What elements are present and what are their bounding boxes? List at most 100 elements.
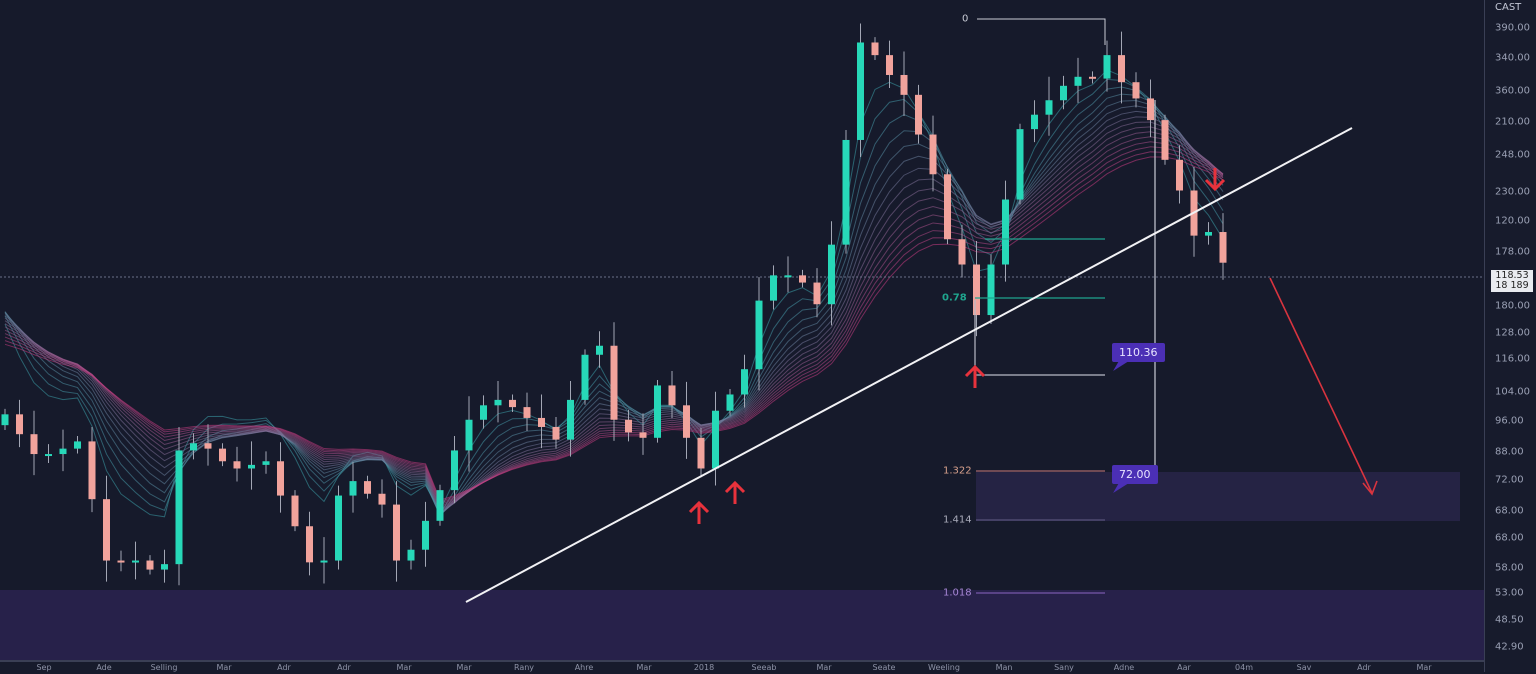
candle: [30, 410, 38, 476]
candle-body: [741, 369, 748, 395]
up-arrow-icon: [724, 480, 746, 504]
candle: [581, 349, 589, 405]
x-tick-label: Sany: [1054, 663, 1074, 672]
axis-unit: CAST: [1495, 2, 1522, 13]
candle: [465, 396, 473, 472]
x-tick-label: Weeling: [928, 663, 960, 672]
candle-body: [1219, 232, 1227, 263]
x-tick-label: Mar: [216, 663, 232, 672]
candle-body: [799, 275, 806, 283]
candle: [1161, 114, 1169, 165]
candle-body: [277, 461, 284, 496]
candle: [1176, 145, 1183, 204]
candle: [538, 394, 545, 449]
x-tick-label: Adne: [1113, 663, 1135, 672]
candle: [277, 442, 284, 513]
candle-body: [378, 493, 386, 505]
candle-body: [1147, 98, 1154, 121]
candle-body: [1089, 76, 1096, 79]
candle: [712, 391, 719, 486]
candle: [16, 399, 23, 448]
candle-body: [654, 385, 661, 438]
candle-body: [364, 481, 371, 494]
candle: [944, 168, 951, 245]
y-tick-label: 210.00: [1495, 116, 1530, 128]
current-price-label: 118.53 18 189: [1491, 270, 1533, 292]
candle: [262, 451, 270, 474]
candle: [697, 427, 705, 478]
x-tick-label: Sav: [1296, 663, 1312, 672]
candle-body: [842, 139, 850, 245]
candle-body: [857, 42, 864, 140]
candle-body: [422, 520, 429, 550]
candle: [828, 221, 835, 326]
candle-body: [436, 490, 444, 521]
candle: [291, 490, 299, 532]
trendline[interactable]: [465, 127, 1353, 603]
down-arrow-icon: [1204, 168, 1226, 192]
candle-body: [74, 441, 81, 449]
candle-body: [958, 239, 966, 265]
candle: [494, 380, 502, 423]
candle-body: [407, 549, 415, 561]
candle: [378, 479, 386, 518]
candle: [596, 331, 603, 368]
time-axis[interactable]: Sep Ade Selling Mar Adr Adr Mar Mar Rany Ahre Mar 2…: [0, 660, 1484, 674]
candle: [1031, 100, 1038, 143]
candle-body: [494, 399, 502, 406]
y-tick-label: 72.00: [1495, 474, 1524, 486]
candle-body: [88, 441, 96, 500]
x-tick-label: Ahre: [574, 663, 594, 672]
x-tick-label: Mar: [456, 663, 472, 672]
candle: [625, 409, 632, 442]
candle: [799, 269, 806, 288]
candle: [436, 484, 444, 526]
price-axis[interactable]: CAST 390.00 340.00 360.00 210.00 248.00 230.0…: [1484, 0, 1536, 672]
candle: [741, 354, 748, 408]
candle-body: [929, 134, 937, 175]
current-price: 118.53: [1495, 270, 1529, 281]
candle: [567, 380, 574, 457]
up-arrow-icon: [688, 500, 710, 524]
candle: [1060, 75, 1067, 110]
candle-body: [1016, 129, 1024, 200]
candle-body: [30, 434, 38, 455]
candle-body: [987, 264, 995, 316]
candle-body: [1002, 199, 1009, 265]
price-chart[interactable]: [0, 0, 1484, 660]
candle-body: [915, 94, 922, 135]
candle-body: [596, 345, 603, 355]
y-tick-label: 48.50: [1495, 614, 1524, 626]
candle: [509, 394, 516, 412]
candle: [1045, 76, 1053, 136]
candle-body: [1161, 120, 1169, 160]
candle: [1, 408, 9, 431]
candle: [364, 475, 371, 499]
candle-body: [1205, 232, 1212, 236]
candle-body: [581, 354, 589, 400]
candle: [1002, 180, 1009, 282]
x-tick-label: Adr: [1357, 663, 1371, 672]
candle-body: [1103, 55, 1111, 79]
candle-body: [828, 244, 835, 305]
candle-body: [103, 499, 110, 561]
y-tick-label: 96.00: [1495, 415, 1524, 427]
candle-body: [552, 426, 560, 440]
candle: [335, 485, 342, 570]
y-tick-label: 53.00: [1495, 587, 1524, 599]
candle: [233, 446, 241, 482]
candle: [1132, 72, 1140, 108]
x-tick-label: Rany: [513, 663, 535, 672]
candle: [393, 481, 400, 582]
candle: [422, 501, 429, 567]
candle: [1074, 57, 1082, 103]
candle-body: [59, 448, 67, 455]
candle: [726, 389, 734, 416]
candle: [1219, 213, 1227, 280]
candle: [45, 444, 52, 463]
candle: [813, 268, 821, 318]
candle: [683, 381, 690, 459]
candle-body: [1074, 76, 1082, 86]
candle-body: [871, 42, 879, 56]
candle-body: [465, 419, 473, 451]
